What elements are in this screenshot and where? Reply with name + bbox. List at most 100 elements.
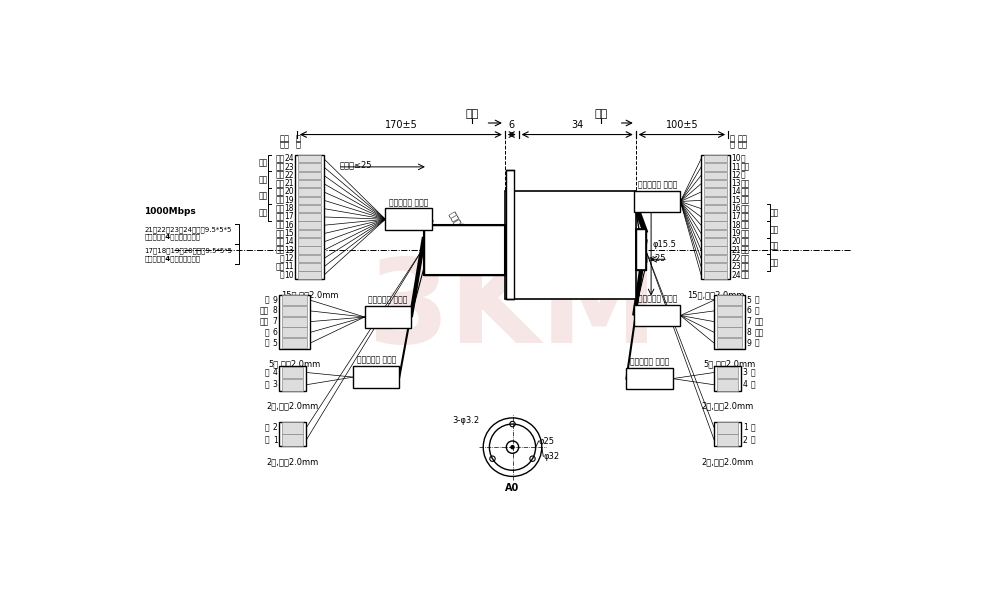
Text: 黑: 黑 — [754, 306, 759, 315]
Text: 1: 1 — [743, 424, 747, 433]
Bar — [704, 271, 727, 279]
Bar — [704, 205, 727, 212]
Text: 紫: 紫 — [750, 380, 755, 389]
Text: 6: 6 — [273, 328, 278, 337]
Text: 15: 15 — [284, 229, 294, 238]
Bar — [298, 230, 321, 237]
Text: 黑红: 黑红 — [740, 254, 750, 263]
Text: 双皂: 双皂 — [258, 175, 268, 184]
Text: 的路珯，五4根一起做成一筱: 的路珯，五4根一起做成一筱 — [144, 255, 200, 262]
Text: 6: 6 — [509, 120, 515, 130]
Text: 白色热缩管 不热缩: 白色热缩管 不热缩 — [630, 358, 669, 367]
Text: 2孔,间距2.0mm: 2孔,间距2.0mm — [267, 402, 319, 411]
Text: 5孔,间距2.0mm: 5孔,间距2.0mm — [704, 359, 756, 368]
Text: 60±5: 60±5 — [644, 311, 671, 321]
Text: 热缩管L15: 热缩管L15 — [447, 210, 470, 241]
Bar — [717, 379, 738, 390]
Bar — [704, 230, 727, 237]
Text: φ32: φ32 — [543, 452, 559, 461]
Bar — [298, 171, 321, 179]
Text: 16: 16 — [731, 204, 741, 213]
Text: 20: 20 — [284, 187, 294, 196]
Text: 费: 费 — [750, 368, 755, 377]
Text: 4: 4 — [743, 380, 748, 389]
Text: 15孔,间距2.0mm: 15孔,间距2.0mm — [687, 290, 744, 299]
Text: 22: 22 — [731, 254, 741, 263]
Text: 路: 路 — [295, 141, 300, 150]
Text: 11: 11 — [284, 262, 294, 271]
Bar — [636, 229, 646, 270]
Bar — [717, 367, 738, 378]
Bar — [298, 238, 321, 246]
Text: 白棕: 白棕 — [275, 204, 285, 213]
Bar — [704, 246, 727, 254]
Bar — [505, 191, 636, 299]
Text: 21: 21 — [284, 179, 294, 188]
Text: 60±5: 60±5 — [363, 372, 389, 382]
Text: 白费: 白费 — [740, 237, 750, 246]
Text: 白橄: 白橄 — [275, 196, 285, 205]
Text: 白费: 白费 — [275, 187, 285, 196]
Text: 2孔,间距2.0mm: 2孔,间距2.0mm — [702, 402, 754, 411]
Bar — [298, 155, 321, 162]
Text: 双皂: 双皂 — [770, 208, 779, 217]
Text: 24: 24 — [731, 271, 741, 280]
Text: 10: 10 — [731, 154, 741, 163]
Text: 红: 红 — [265, 436, 269, 444]
Text: 17: 17 — [284, 212, 294, 221]
Text: 4: 4 — [273, 368, 278, 377]
Text: 的路环，五4根一起做成一筱: 的路环，五4根一起做成一筱 — [144, 234, 200, 240]
Text: 100±5: 100±5 — [666, 120, 698, 130]
Text: 2孔,间距2.0mm: 2孔,间距2.0mm — [267, 457, 319, 466]
Text: φ5.8: φ5.8 — [495, 246, 514, 255]
Text: 2: 2 — [743, 436, 747, 444]
Text: 1000Mbps: 1000Mbps — [144, 207, 196, 216]
Text: 棕: 棕 — [754, 339, 759, 347]
Text: 18: 18 — [731, 221, 741, 230]
Bar — [279, 295, 310, 349]
Text: 19: 19 — [731, 229, 741, 238]
Bar — [704, 163, 727, 171]
Text: 绿: 绿 — [265, 424, 269, 433]
Text: 定子: 定子 — [594, 109, 608, 119]
Text: 9: 9 — [747, 339, 751, 347]
Text: 白居: 白居 — [275, 237, 285, 246]
Text: 3-φ3.2: 3-φ3.2 — [452, 416, 479, 425]
Text: 17。18。19。20环采用9.5*5*5: 17。18。19。20环采用9.5*5*5 — [144, 248, 232, 254]
Text: 18: 18 — [284, 204, 294, 213]
Text: 白灰: 白灰 — [275, 179, 285, 188]
Bar — [298, 205, 321, 212]
Text: 5: 5 — [273, 339, 278, 347]
Bar — [717, 327, 742, 337]
Text: 7: 7 — [273, 317, 278, 326]
Text: 白: 白 — [740, 171, 745, 180]
Text: 双皂: 双皂 — [258, 192, 268, 201]
Text: φ25: φ25 — [539, 437, 555, 446]
Bar — [298, 255, 321, 262]
Text: 3KM: 3KM — [367, 253, 658, 368]
Text: 颜色: 颜色 — [738, 141, 748, 150]
Text: 170±5: 170±5 — [384, 120, 417, 130]
Bar — [365, 306, 411, 328]
Text: 白居: 白居 — [740, 187, 750, 196]
Text: 60±5: 60±5 — [375, 312, 401, 322]
Text: 白色热缩管 不热缩: 白色热缩管 不热缩 — [638, 180, 677, 189]
Bar — [704, 155, 727, 162]
Bar — [701, 155, 730, 279]
Bar — [506, 170, 514, 299]
Text: 路: 路 — [729, 141, 734, 150]
Text: 不收线≤25: 不收线≤25 — [339, 161, 372, 170]
Text: 60±5: 60±5 — [644, 196, 671, 206]
Text: 11: 11 — [731, 162, 741, 171]
Bar — [634, 191, 680, 212]
Text: 34: 34 — [571, 120, 583, 130]
Bar — [282, 317, 307, 327]
Bar — [282, 338, 307, 348]
Text: 2: 2 — [273, 424, 278, 433]
Circle shape — [511, 446, 514, 449]
Bar — [704, 188, 727, 196]
Text: 15: 15 — [731, 196, 741, 205]
Text: 20: 20 — [731, 237, 741, 246]
Text: 黄棕: 黄棕 — [740, 271, 750, 280]
Text: 22: 22 — [284, 171, 294, 180]
